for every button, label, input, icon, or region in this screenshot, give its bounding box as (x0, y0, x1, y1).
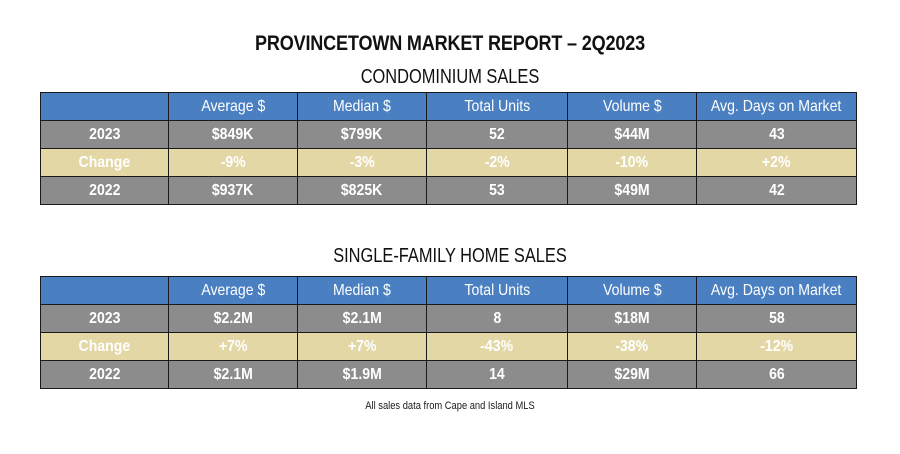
condo-row-2023: 2023 $849K $799K 52 $44M 43 (40, 120, 857, 149)
single-family-table: Average $ Median $ Total Units Volume $ … (40, 276, 857, 389)
header-cell-average: Average $ (168, 276, 298, 305)
row-label: 2022 (40, 360, 169, 389)
header-cell-median: Median $ (297, 276, 427, 305)
table-cell: $2.1M (168, 360, 298, 389)
header-cell-blank (40, 276, 169, 305)
table-cell: 43 (696, 120, 857, 149)
condo-table: Average $ Median $ Total Units Volume $ … (40, 92, 857, 205)
table-cell: 52 (426, 120, 568, 149)
row-label: 2023 (40, 120, 169, 149)
condo-header-row: Average $ Median $ Total Units Volume $ … (40, 92, 857, 121)
table-cell: +7% (168, 332, 298, 361)
condo-row-2022: 2022 $937K $825K 53 $49M 42 (40, 176, 857, 205)
single-family-row-2023: 2023 $2.2M $2.1M 8 $18M 58 (40, 304, 857, 333)
table-cell: $2.2M (168, 304, 298, 333)
table-cell: -2% (426, 148, 568, 177)
table-cell: $49M (567, 176, 697, 205)
table-cell: $2.1M (297, 304, 427, 333)
table-cell: $44M (567, 120, 697, 149)
single-family-row-2022: 2022 $2.1M $1.9M 14 $29M 66 (40, 360, 857, 389)
table-cell: -10% (567, 148, 697, 177)
table-cell: -9% (168, 148, 298, 177)
table-cell: $29M (567, 360, 697, 389)
table-cell: $1.9M (297, 360, 427, 389)
table-cell: $18M (567, 304, 697, 333)
table-cell: -38% (567, 332, 697, 361)
header-cell-volume: Volume $ (567, 92, 697, 121)
header-cell-blank (40, 92, 169, 121)
header-cell-days-on-market: Avg. Days on Market (696, 92, 857, 121)
condo-section-title: CONDOMINIUM SALES (360, 66, 540, 88)
condo-row-change: Change -9% -3% -2% -10% +2% (40, 148, 857, 177)
table-cell: -12% (696, 332, 857, 361)
report-title: PROVINCETOWN MARKET REPORT – 2Q2023 (254, 32, 646, 55)
table-cell: 42 (696, 176, 857, 205)
table-cell: $799K (297, 120, 427, 149)
header-cell-volume: Volume $ (567, 276, 697, 305)
table-cell: $937K (168, 176, 298, 205)
table-cell: +7% (297, 332, 427, 361)
table-cell: 66 (696, 360, 857, 389)
table-cell: -3% (297, 148, 427, 177)
header-cell-average: Average $ (168, 92, 298, 121)
single-family-header-row: Average $ Median $ Total Units Volume $ … (40, 276, 857, 305)
table-cell: 8 (426, 304, 568, 333)
header-cell-median: Median $ (297, 92, 427, 121)
table-cell: $849K (168, 120, 298, 149)
header-cell-days-on-market: Avg. Days on Market (696, 276, 857, 305)
table-cell: 58 (696, 304, 857, 333)
single-family-row-change: Change +7% +7% -43% -38% -12% (40, 332, 857, 361)
row-label: 2023 (40, 304, 169, 333)
table-cell: 53 (426, 176, 568, 205)
row-label: Change (40, 148, 169, 177)
header-cell-total-units: Total Units (426, 92, 568, 121)
row-label: 2022 (40, 176, 169, 205)
table-cell: +2% (696, 148, 857, 177)
header-cell-total-units: Total Units (426, 276, 568, 305)
single-family-section-title: SINGLE-FAMILY HOME SALES (333, 245, 567, 267)
source-footnote: All sales data from Cape and Island MLS (365, 400, 535, 412)
table-cell: $825K (297, 176, 427, 205)
table-cell: -43% (426, 332, 568, 361)
table-cell: 14 (426, 360, 568, 389)
row-label: Change (40, 332, 169, 361)
